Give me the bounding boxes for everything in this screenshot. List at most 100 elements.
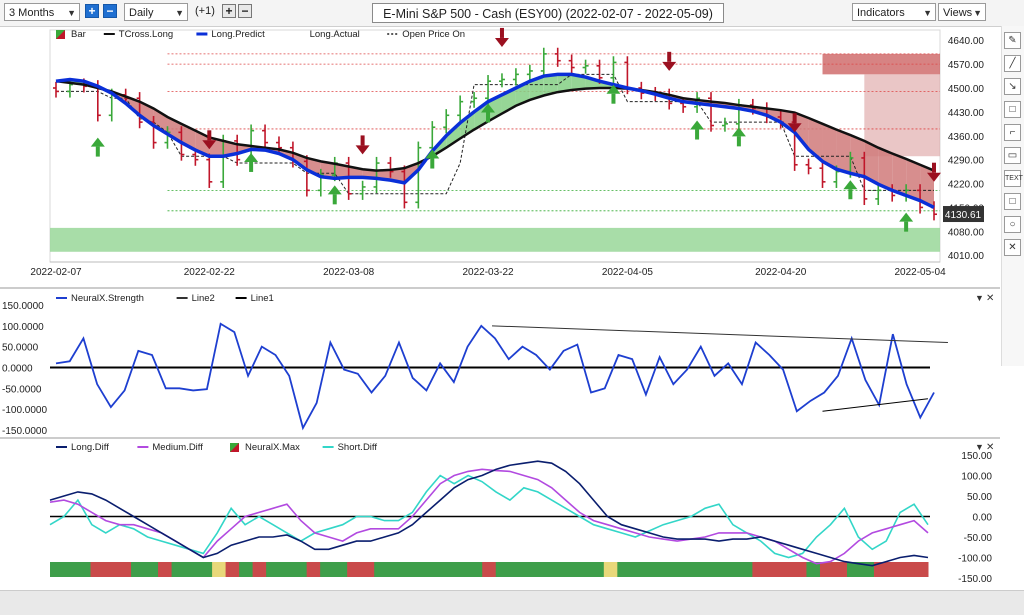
neuralx-max-bar	[806, 562, 821, 577]
diff-y-tick: 0.00	[973, 513, 993, 524]
neuralx-max-bar	[738, 562, 753, 577]
price-y-tick: 4220.00	[948, 180, 985, 191]
buy-arrow	[95, 146, 100, 157]
close-icon[interactable]: ✕	[1004, 239, 1021, 256]
trend-cloud	[571, 74, 586, 91]
interval-dropdown[interactable]: Daily ▼	[124, 3, 188, 21]
neuralx-max-bar	[819, 562, 834, 577]
neuralx-max-bar	[239, 562, 254, 577]
price-y-tick: 4290.00	[948, 156, 985, 167]
strength-y-tick: 0.0000	[2, 364, 33, 375]
buy-arrow	[244, 152, 259, 162]
buy-arrow	[430, 158, 435, 169]
buy-arrow	[249, 161, 254, 172]
diff-y-tick: -50.00	[964, 533, 993, 544]
strength-y-tick: 50.0000	[2, 343, 39, 354]
neuralx-max-bar	[482, 562, 497, 577]
date-x-tick: 2022-05-04	[894, 267, 946, 278]
chart-area[interactable]: 4640.00 4570.00 4500.00 4430.00 4360.00 4290.…	[0, 0, 1024, 590]
neuralx-max-bar	[509, 562, 524, 577]
last-price-box	[943, 206, 984, 223]
neuralx-max-bar	[347, 562, 362, 577]
neuralx-max-bar	[576, 562, 591, 577]
indicators-dropdown[interactable]: Indicators ▼	[852, 3, 936, 21]
buy-arrow	[690, 120, 705, 130]
neuralx-max-bar	[495, 562, 510, 577]
legend-item: Long.Predict	[211, 29, 265, 40]
trend-cloud	[836, 129, 851, 174]
sell-arrow	[207, 130, 212, 141]
diff-y-tick: -150.00	[958, 574, 992, 585]
neuralx-max-bar	[90, 562, 105, 577]
neuralx-max-bar	[698, 562, 713, 577]
legend-item: Line2	[192, 293, 215, 304]
price-y-tick: 4080.00	[948, 227, 985, 238]
neuralx-max-bar	[401, 562, 416, 577]
neuralx-max-bar	[225, 562, 240, 577]
neuralx-strength-line	[55, 322, 935, 431]
zoom-in-button[interactable]: +	[85, 4, 99, 18]
neuralx-max-bar	[887, 562, 902, 577]
chevron-down-icon: ▼	[67, 8, 76, 18]
sell-arrow	[927, 172, 941, 182]
buy-arrow	[731, 127, 746, 137]
trend-cloud	[794, 112, 809, 150]
neuralx-max-bar	[549, 562, 564, 577]
sell-arrow	[360, 135, 365, 146]
period-label: 3 Months	[9, 7, 55, 19]
neuralx-max-bar	[293, 562, 308, 577]
diff-y-tick: 100.00	[961, 472, 992, 483]
add-button[interactable]: +	[222, 4, 236, 18]
neuralx-max-bar	[212, 562, 227, 577]
square-icon[interactable]: □	[1004, 193, 1021, 210]
open-price-line	[56, 73, 934, 195]
last-price-label: 4130.61	[945, 210, 982, 221]
trend-cloud	[446, 122, 461, 148]
date-x-tick: 2022-02-22	[184, 267, 236, 278]
short-diff-line	[49, 474, 929, 559]
long-diff-line	[49, 460, 929, 567]
neuralx-max-bar	[428, 562, 443, 577]
diagonal-icon[interactable]: ↘	[1004, 78, 1021, 95]
line-icon[interactable]: ╱	[1004, 55, 1021, 72]
square-icon[interactable]: □	[1004, 101, 1021, 118]
strength-y-tick: -150.0000	[2, 426, 47, 437]
views-dropdown[interactable]: Views ▼	[938, 3, 986, 21]
date-x-tick: 2022-02-07	[30, 267, 82, 278]
legend-item: Open Price On	[402, 29, 465, 40]
buy-arrow	[848, 189, 853, 200]
neuralx-max-bar	[684, 562, 699, 577]
legend-item: NeuralX.Strength	[71, 293, 144, 304]
chevron-down-icon: ▼	[973, 8, 982, 18]
neuralx-max-bar	[414, 562, 429, 577]
legend-swatch	[56, 30, 65, 39]
neuralx-max-bar	[144, 562, 159, 577]
strength-y-tick: -100.0000	[2, 405, 47, 416]
zoom-out-button[interactable]: −	[103, 4, 117, 18]
legend-item: Long.Diff	[71, 442, 109, 453]
neuralx-max-bar	[725, 562, 740, 577]
buy-arrow	[606, 84, 621, 94]
status-bar	[0, 590, 1024, 615]
panel-menu-icon: ▼	[975, 442, 984, 452]
bracket-icon[interactable]: ⌐	[1004, 124, 1021, 141]
sell-arrow	[355, 145, 370, 155]
neuralx-max-bar	[779, 562, 794, 577]
pencil-icon[interactable]: ✎	[1004, 32, 1021, 49]
tcross-long-line	[55, 79, 935, 172]
drawing-toolbar: ✎ ╱ ↘ □ ⌐ ▭ TEXT □ ○ ✕	[1001, 26, 1024, 366]
trend-cloud	[878, 147, 893, 191]
rectangle-icon[interactable]: ▭	[1004, 147, 1021, 164]
circle-icon[interactable]: ○	[1004, 216, 1021, 233]
neuralx-max-bar	[50, 562, 65, 577]
trend-cloud	[585, 77, 600, 89]
legend-item: Medium.Diff	[152, 442, 203, 453]
buy-arrow	[611, 93, 616, 104]
strength-y-tick: 100.0000	[2, 322, 44, 333]
sell-arrow	[662, 61, 677, 71]
period-dropdown[interactable]: 3 Months ▼	[4, 3, 80, 21]
remove-button[interactable]: −	[238, 4, 252, 18]
price-y-tick: 4570.00	[948, 60, 985, 71]
text-icon[interactable]: TEXT	[1004, 170, 1023, 187]
neuralx-max-bar	[374, 562, 389, 577]
